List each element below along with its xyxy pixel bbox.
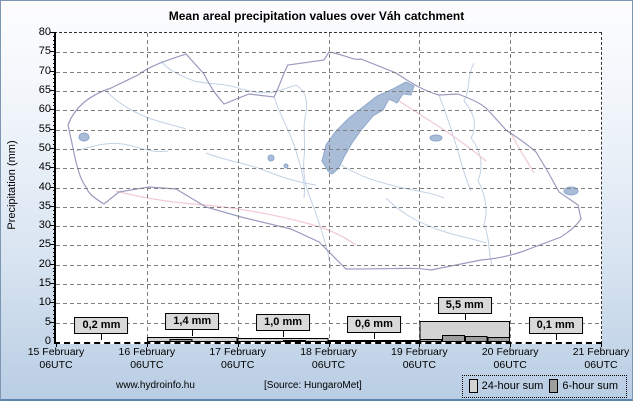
chart-title: Mean areal precipitation values over Váh… (168, 9, 465, 23)
y-tick-label: 65 (38, 83, 51, 96)
y-tick-label: 20 (38, 257, 51, 270)
lakes (78, 81, 579, 196)
x-tick-label: 17 February 06UTC (209, 346, 266, 371)
legend-swatch-24h (468, 379, 478, 393)
lake-small (78, 132, 90, 142)
x-tick-label: 15 February 06UTC (27, 346, 85, 371)
x-axis-ticks (56, 342, 602, 347)
catchment-map (56, 33, 601, 342)
road-line (385, 92, 487, 162)
bar-label-leader (192, 330, 193, 336)
x-tick-label: 21 February 06UTC (572, 346, 630, 371)
bar-6h (169, 339, 193, 342)
y-tick-label: 35 (38, 199, 51, 212)
bar-6h (464, 336, 488, 342)
bar-label-leader (465, 314, 466, 320)
river-line (463, 62, 493, 266)
bar-label-leader (556, 334, 557, 340)
y-tick-label: 5 (44, 315, 51, 328)
y-tick-label: 10 (38, 296, 51, 309)
y-tick-label: 25 (38, 238, 51, 251)
bar-value-label: 0,2 mm (74, 317, 129, 334)
river-line (337, 162, 445, 199)
legend: 24-hour sum 6-hour sum (461, 375, 627, 398)
legend-item-24h: 24-hour sum (468, 379, 544, 393)
gridlines (56, 33, 601, 342)
river-line (160, 60, 332, 270)
y-tick-label: 30 (38, 219, 51, 232)
bar-value-label: 1,0 mm (256, 314, 311, 331)
bar-label-leader (374, 333, 375, 339)
bar-value-label: 5,5 mm (437, 297, 492, 314)
bars (146, 321, 511, 342)
river-line (205, 152, 317, 186)
y-tick-label: 0 (44, 335, 51, 347)
bar-24h (328, 340, 420, 342)
y-tick-label: 55 (38, 122, 51, 135)
country-outline (67, 51, 582, 271)
river-line (438, 94, 472, 192)
bar-24h (146, 337, 238, 342)
x-tick-label: 16 February 06UTC (118, 346, 176, 371)
legend-label-6h: 6-hour sum (562, 380, 618, 392)
plot-area (54, 32, 602, 344)
legend-swatch-6h (549, 379, 559, 393)
bar-6h (283, 340, 306, 342)
bar-6h (419, 339, 443, 342)
x-tick-label: 19 February 06UTC (391, 346, 448, 371)
river-line (273, 96, 305, 199)
bar-value-label: 1,4 mm (165, 313, 220, 330)
y-tick-label: 40 (38, 180, 51, 193)
y-tick-label: 50 (38, 141, 51, 154)
website-link[interactable]: www.hydroinfo.hu (116, 380, 195, 391)
y-tick-label: 15 (38, 277, 51, 290)
x-tick-label: 18 February 06UTC (300, 346, 357, 371)
y-tick-label: 60 (38, 103, 51, 116)
river-line (75, 142, 169, 152)
bar-label-leader (101, 334, 102, 340)
river-line (105, 90, 187, 130)
lake-balaton (321, 81, 415, 175)
source-text: [Source: HungaroMet] (264, 380, 362, 391)
lake-small (283, 163, 289, 169)
bar-value-label: 0,1 mm (528, 317, 583, 334)
y-tick-label: 80 (38, 26, 51, 38)
river-line (385, 197, 487, 244)
road-line (510, 132, 535, 174)
road-line (115, 190, 357, 246)
y-axis-ticks (50, 32, 56, 338)
y-tick-label: 70 (38, 64, 51, 77)
legend-label-24h: 24-hour sum (481, 380, 544, 392)
lake-small (267, 154, 275, 162)
x-tick-label: 20 February 06UTC (481, 346, 539, 371)
bar-value-label: 0,6 mm (346, 316, 401, 333)
lake-small (429, 134, 443, 142)
bar-label-leader (283, 331, 284, 337)
y-tick-label: 75 (38, 45, 51, 58)
bar-6h (487, 337, 511, 342)
y-tick-label: 45 (38, 161, 51, 174)
legend-item-6h: 6-hour sum (549, 379, 618, 393)
bar-6h (442, 335, 465, 342)
